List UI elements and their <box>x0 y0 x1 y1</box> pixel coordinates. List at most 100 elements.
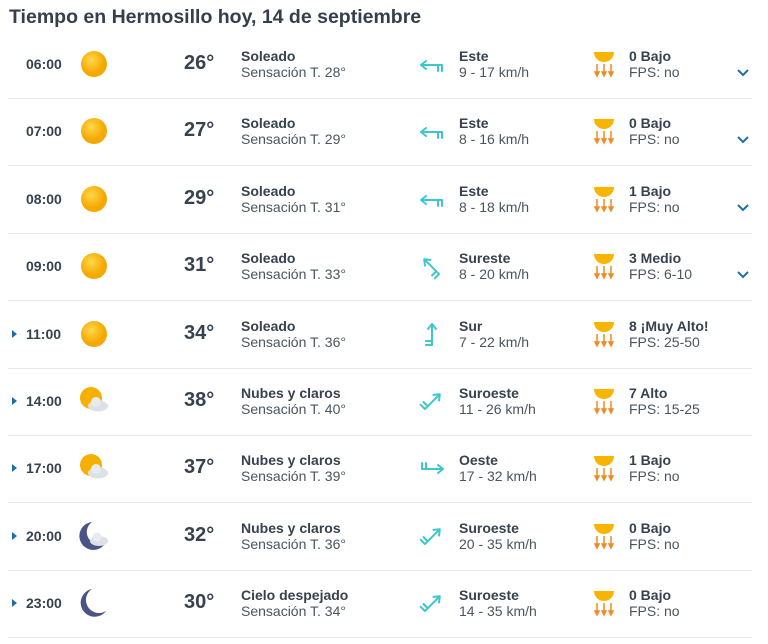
wind-direction-arrow-icon <box>418 321 446 349</box>
wind-direction-arrow-icon <box>418 118 446 146</box>
expand-triangle-icon[interactable] <box>12 531 17 540</box>
condition: Soleado <box>241 182 296 199</box>
wind-speed: 8 - 20 km/h <box>459 266 530 283</box>
feels-like: Sensación T. 36° <box>241 333 346 350</box>
hour: 06:00 <box>26 56 62 72</box>
uv-index-icon <box>593 520 615 550</box>
sun-cloud-icon <box>78 452 110 484</box>
wind-speed: 7 - 22 km/h <box>459 333 530 350</box>
wind-speed: 9 - 17 km/h <box>459 64 530 80</box>
feels-like: Sensación T. 28° <box>241 64 346 80</box>
uv-index-icon <box>593 48 615 78</box>
condition: Cielo despejado <box>241 587 349 604</box>
forecast-row[interactable]: 20:00 32° Nubes y claros Sensación T. 36° Su… <box>8 503 752 571</box>
feels-like: Sensación T. 31° <box>241 198 346 215</box>
sun-cloud-icon <box>78 385 110 417</box>
feels-like: Sensación T. 39° <box>241 468 346 485</box>
wind-direction: Suroeste <box>459 385 519 401</box>
wind-direction-arrow-icon <box>418 523 446 551</box>
condition: Nubes y claros <box>241 452 341 469</box>
sun-icon <box>78 318 110 350</box>
wind-direction-arrow-icon <box>418 186 446 214</box>
wind-direction: Este <box>459 115 489 132</box>
wind-speed: 11 - 26 km/h <box>459 401 536 417</box>
chevron-down-icon[interactable] <box>736 267 750 279</box>
uv-index: 8 ¡Muy Alto! <box>629 317 709 334</box>
sun-icon <box>78 250 110 282</box>
sunscreen-spf: FPS: 25-50 <box>629 333 700 350</box>
wind-speed: 17 - 32 km/h <box>459 468 537 485</box>
sun-icon <box>78 115 110 147</box>
uv-index: 7 Alto <box>629 385 668 401</box>
expand-triangle-icon[interactable] <box>12 329 17 338</box>
wind-direction: Este <box>459 48 489 64</box>
sunscreen-spf: FPS: no <box>629 64 680 80</box>
sunscreen-spf: FPS: no <box>629 468 680 485</box>
feels-like: Sensación T. 40° <box>241 401 346 417</box>
wind-direction: Este <box>459 182 489 199</box>
forecast-row[interactable]: 17:00 37° Nubes y claros Sensación T. 39° Oe… <box>8 435 752 504</box>
forecast-row[interactable]: 08:00 29° Soleado Sensación T. 31° Este 8 - 1… <box>8 166 752 234</box>
forecast-row[interactable]: 11:00 34° Soleado Sensación T. 36° Sur 7 - 22… <box>8 301 752 369</box>
chevron-down-icon[interactable] <box>736 132 750 144</box>
hour: 08:00 <box>26 190 62 207</box>
hour: 14:00 <box>26 393 62 409</box>
temperature: 34° <box>184 321 215 344</box>
forecast-row[interactable]: 09:00 31° Soleado Sensación T. 33° Sureste 8 … <box>8 233 752 302</box>
wind-direction: Oeste <box>459 452 498 469</box>
temperature: 37° <box>184 456 215 479</box>
uv-index: 1 Bajo <box>629 182 672 199</box>
uv-index-icon <box>593 385 615 415</box>
uv-index-icon <box>593 250 615 280</box>
temperature: 31° <box>184 254 215 277</box>
sun-icon <box>78 48 110 80</box>
feels-like: Sensación T. 34° <box>241 603 346 620</box>
wind-direction-arrow-icon <box>418 388 446 416</box>
hour: 17:00 <box>26 460 62 477</box>
wind-direction-arrow-icon <box>418 253 446 281</box>
chevron-down-icon[interactable] <box>736 200 750 212</box>
forecast-row[interactable]: 06:00 26° Soleado Sensación T. 28° Este 9 - 1… <box>8 31 752 99</box>
condition: Soleado <box>241 317 296 334</box>
uv-index: 0 Bajo <box>629 519 672 536</box>
temperature: 32° <box>184 523 215 546</box>
hour: 23:00 <box>26 595 62 612</box>
wind-direction: Suroeste <box>459 519 519 536</box>
forecast-row[interactable]: 07:00 27° Soleado Sensación T. 29° Este 8 - 1… <box>8 98 752 167</box>
forecast-row[interactable]: 14:00 38° Nubes y claros Sensación T. 40° Su… <box>8 368 752 436</box>
sunscreen-spf: FPS: no <box>629 198 680 215</box>
expand-triangle-icon[interactable] <box>12 397 17 405</box>
condition: Soleado <box>241 115 296 132</box>
feels-like: Sensación T. 33° <box>241 266 346 283</box>
wind-direction-arrow-icon <box>418 590 446 618</box>
sunscreen-spf: FPS: no <box>629 603 680 620</box>
uv-index: 1 Bajo <box>629 452 672 469</box>
condition: Soleado <box>241 48 296 64</box>
forecast-row[interactable]: 23:00 30° Cielo despejado Sensación T. 34° S… <box>8 570 752 639</box>
condition: Nubes y claros <box>241 519 341 536</box>
uv-index-icon <box>593 318 615 348</box>
wind-speed: 20 - 35 km/h <box>459 535 537 552</box>
condition: Soleado <box>241 250 296 267</box>
temperature: 26° <box>184 52 215 74</box>
condition: Nubes y claros <box>241 385 341 401</box>
expand-triangle-icon[interactable] <box>12 599 17 608</box>
uv-index: 0 Bajo <box>629 48 672 64</box>
moon-icon <box>78 587 110 619</box>
temperature: 27° <box>184 119 215 142</box>
uv-index-icon <box>593 115 615 146</box>
hour: 11:00 <box>26 325 62 342</box>
wind-direction: Suroeste <box>459 587 519 604</box>
page-title: Tiempo en Hermosillo hoy, 14 de septiemb… <box>9 6 422 28</box>
chevron-down-icon[interactable] <box>736 65 750 77</box>
sunscreen-spf: FPS: 15-25 <box>629 401 700 417</box>
temperature: 30° <box>184 591 215 614</box>
wind-direction-arrow-icon <box>418 51 446 79</box>
sunscreen-spf: FPS: 6-10 <box>629 266 693 283</box>
hour: 09:00 <box>26 258 62 275</box>
wind-direction: Sur <box>459 317 483 334</box>
expand-triangle-icon[interactable] <box>12 464 17 473</box>
hour: 07:00 <box>26 123 62 140</box>
feels-like: Sensación T. 36° <box>241 535 346 552</box>
uv-index-icon <box>593 452 615 483</box>
